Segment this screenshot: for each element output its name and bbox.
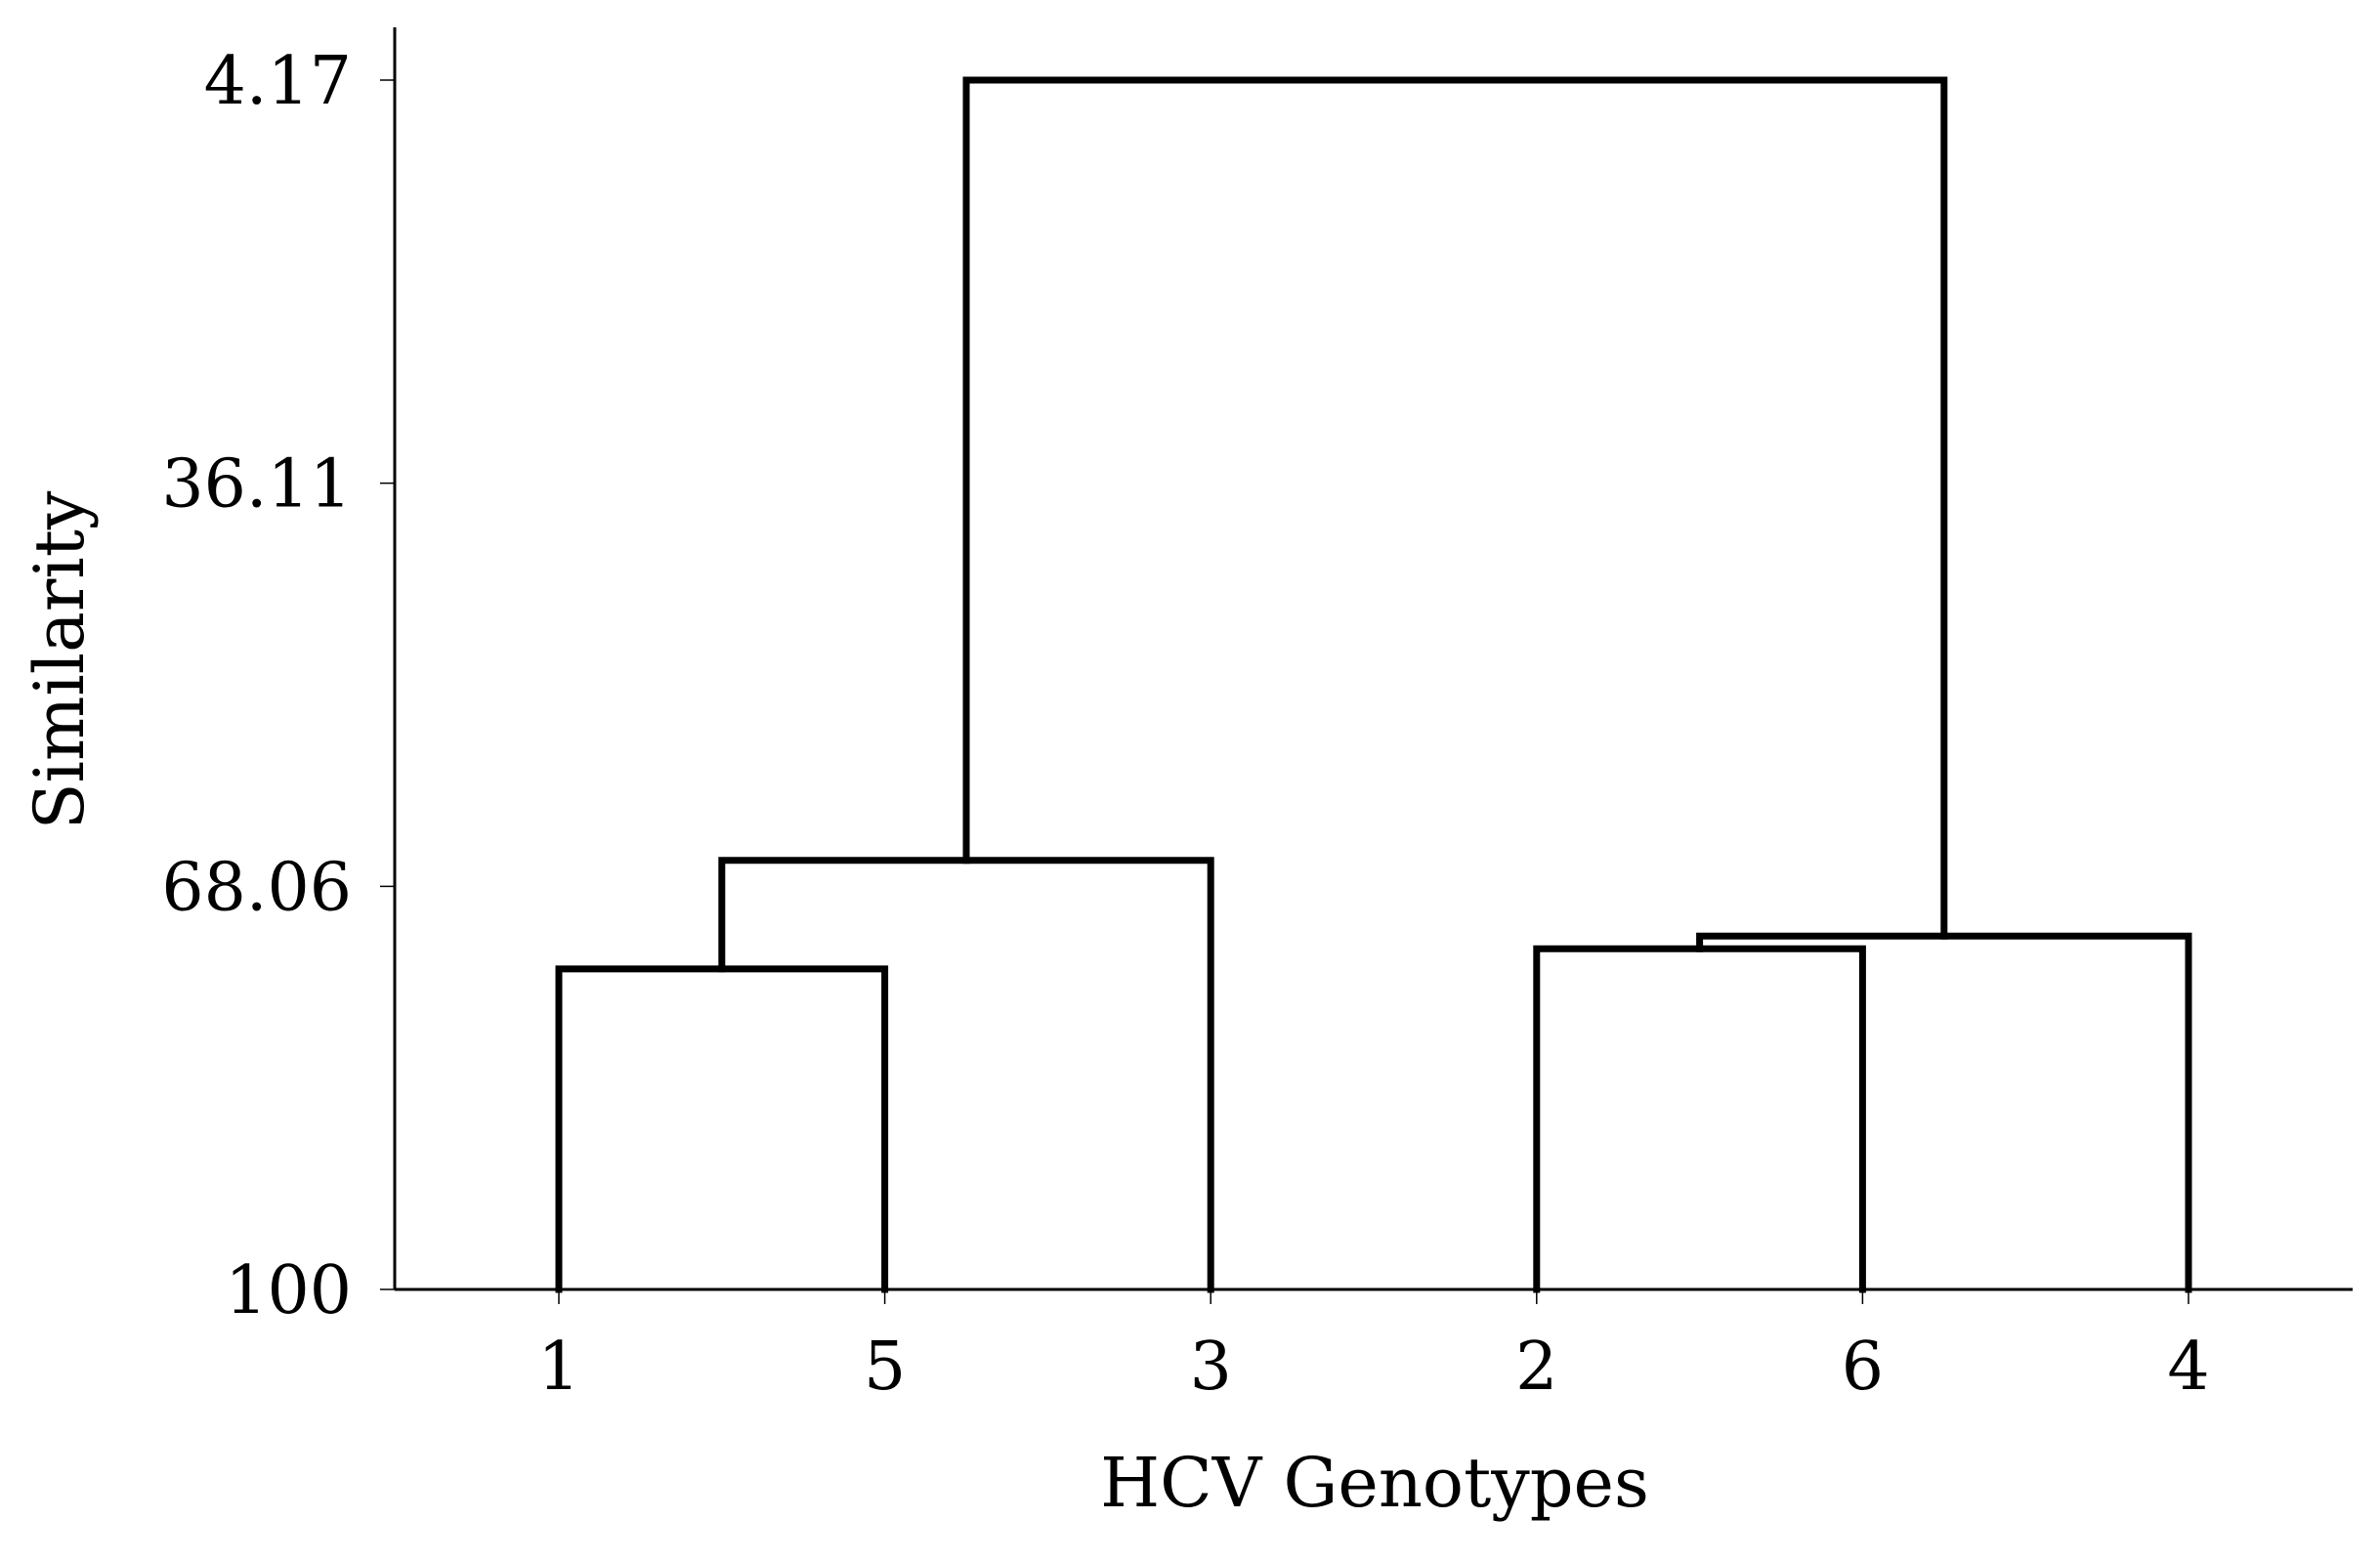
y-axis-title: Similarity xyxy=(20,490,100,829)
y-tick-label: 68.06 xyxy=(161,849,352,926)
leaf-label: 3 xyxy=(1190,1329,1232,1406)
dendrogram-link xyxy=(555,965,889,1293)
dendrogram-link xyxy=(1533,945,1866,1293)
dendrogram-link xyxy=(1696,932,2192,1293)
leaf-label: 5 xyxy=(864,1329,906,1406)
y-tick-label: 4.17 xyxy=(204,43,352,120)
dendrogram-link xyxy=(962,76,1948,940)
axes xyxy=(393,27,2353,1291)
x-axis-title: HCV Genotypes xyxy=(1100,1443,1649,1523)
x-ticks: 1 5 3 2 6 4 xyxy=(537,1289,2210,1406)
y-tick-label: 100 xyxy=(225,1252,352,1329)
y-ticks: 4.17 36.11 68.06 100 xyxy=(161,43,395,1329)
leaf-label: 2 xyxy=(1515,1329,1557,1406)
y-tick-label: 36.11 xyxy=(161,446,352,524)
leaf-label: 6 xyxy=(1842,1329,1884,1406)
dendrogram-links xyxy=(555,76,2192,1293)
leaf-label: 1 xyxy=(537,1329,579,1406)
leaf-label: 4 xyxy=(2167,1329,2209,1406)
dendrogram-link xyxy=(718,857,1214,1293)
